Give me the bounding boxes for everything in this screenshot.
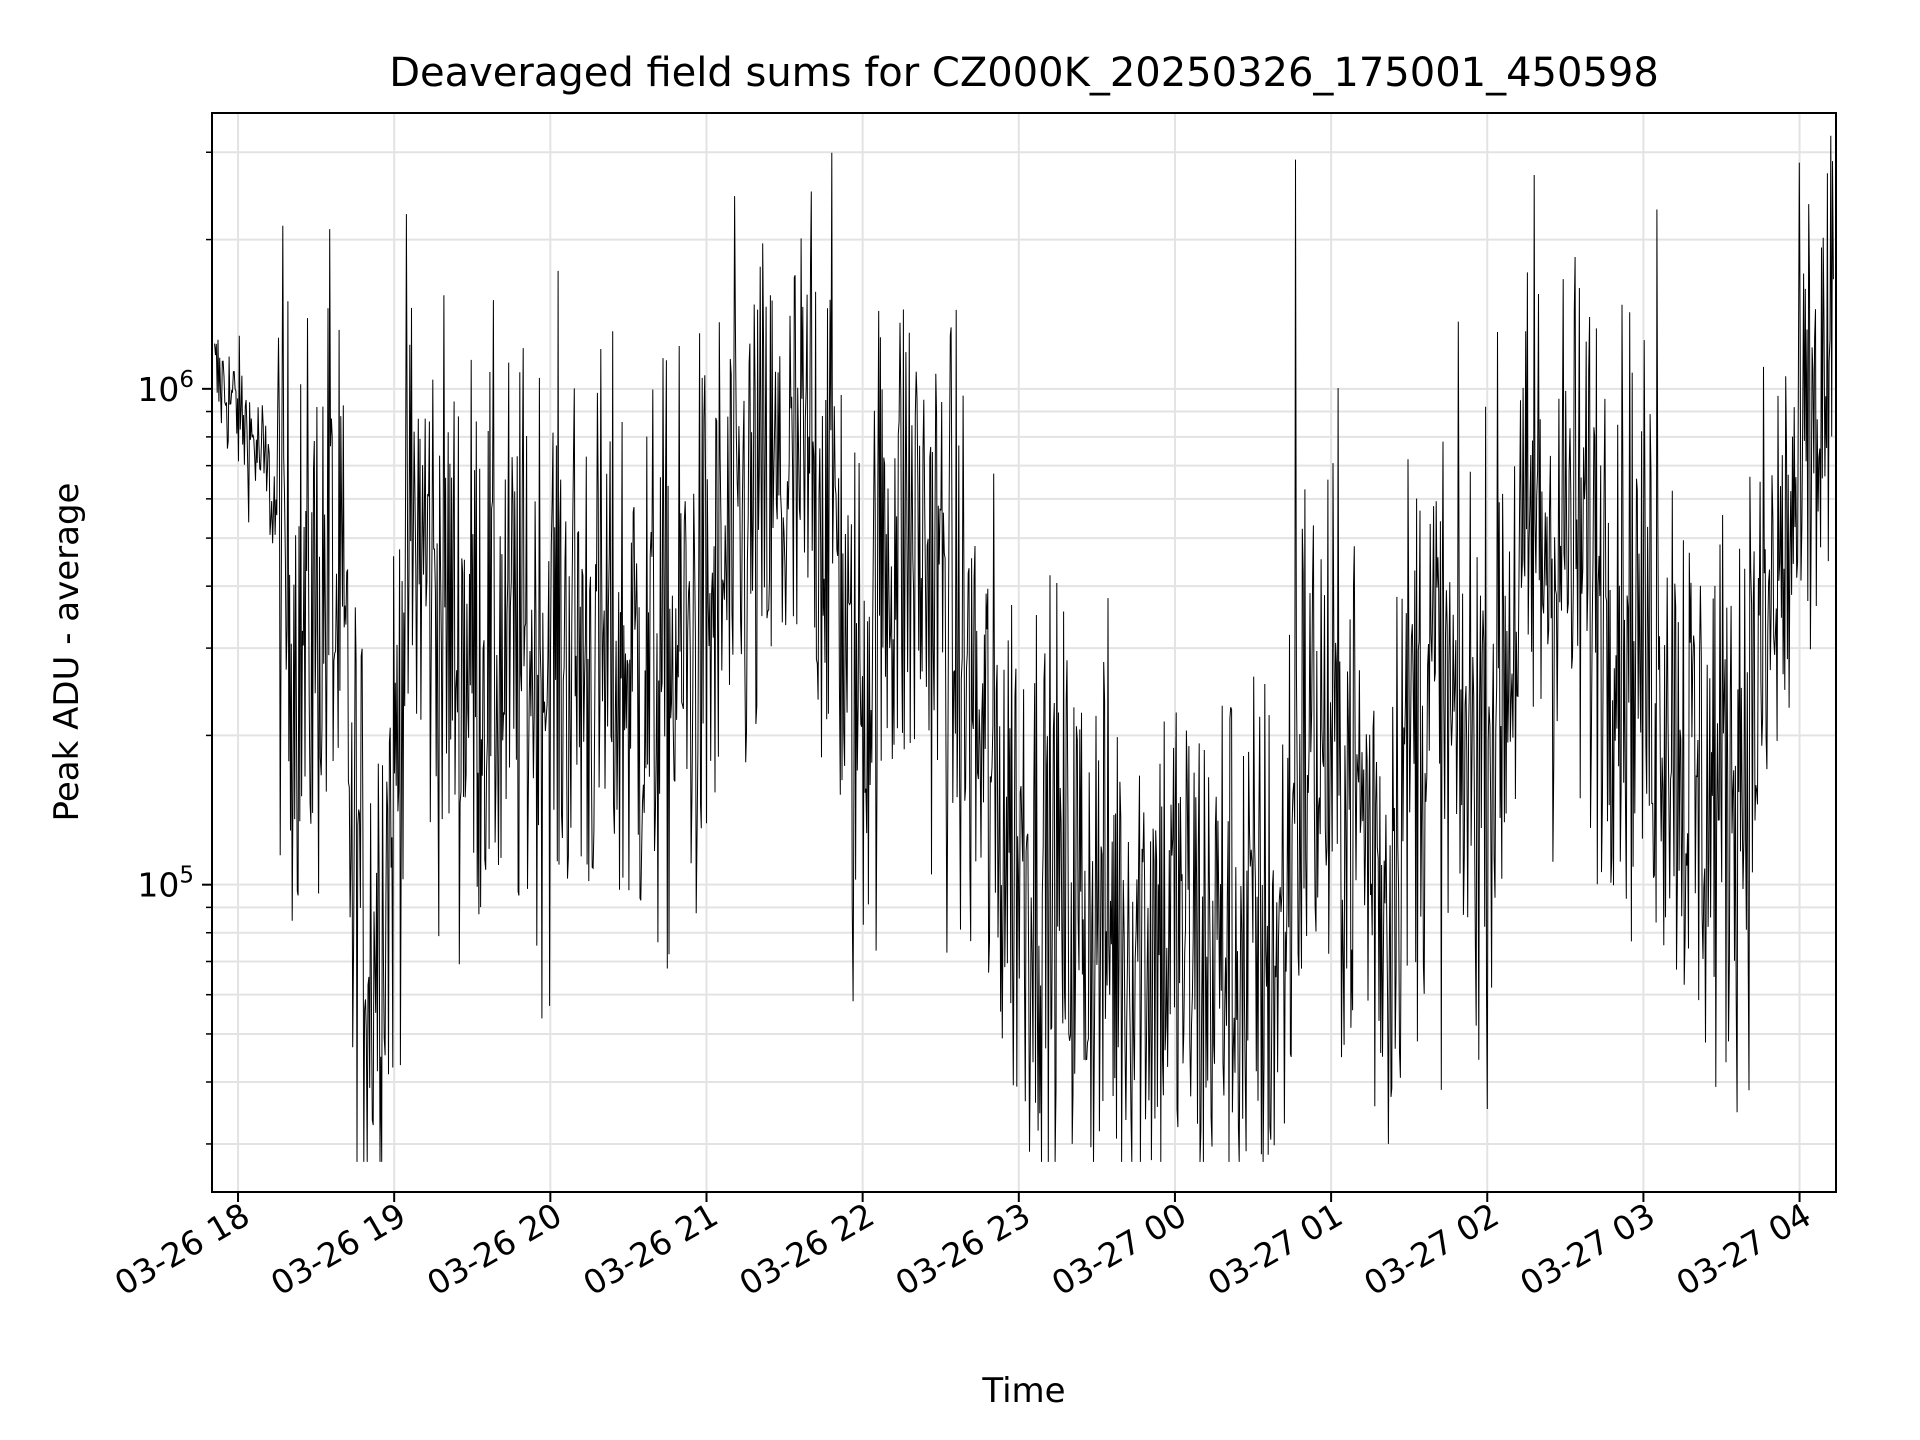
plot-frame bbox=[211, 112, 1837, 1193]
series-layer bbox=[214, 135, 1834, 1162]
y-tick-label: 106 bbox=[137, 367, 194, 409]
chart-title: Deaveraged field sums for CZ000K_2025032… bbox=[389, 50, 1659, 96]
y-axis-label: Peak ADU - average bbox=[47, 483, 87, 822]
data-series-line bbox=[214, 135, 1834, 1162]
y-tick-label: 105 bbox=[137, 863, 194, 905]
x-axis-label: Time bbox=[981, 1371, 1065, 1411]
